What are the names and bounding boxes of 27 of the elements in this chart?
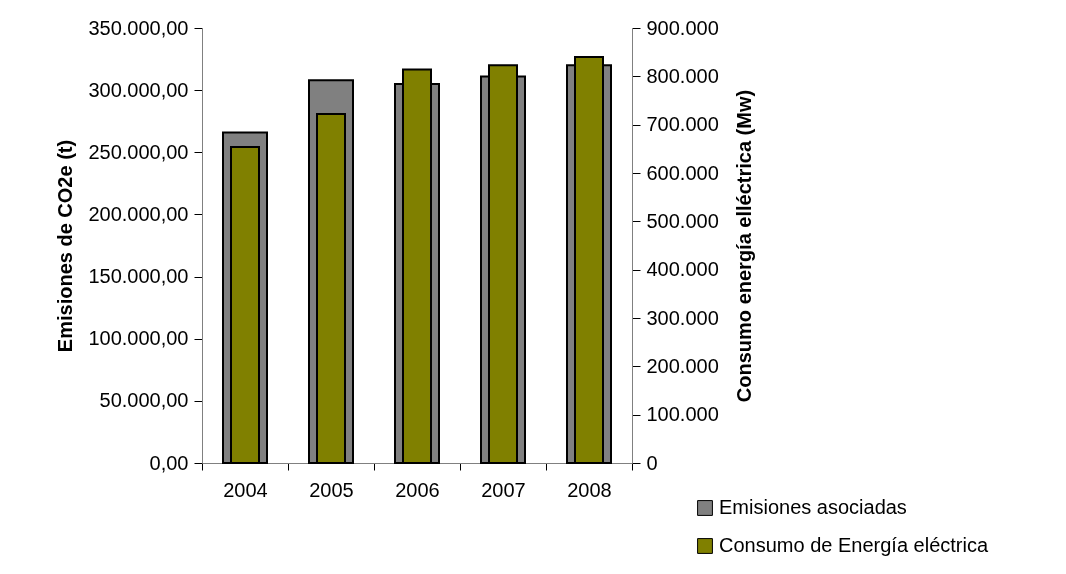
x-tick-label: 2007: [481, 478, 526, 501]
y2-tick-label: 700.000: [646, 113, 719, 136]
y2-tick-label: 500.000: [646, 209, 719, 232]
y2-tick-label: 200.000: [646, 354, 719, 377]
y2-tick-label: 0: [646, 451, 658, 474]
y-tick-label: 250.000,00: [88, 140, 189, 163]
x-tick-label: 2008: [567, 478, 612, 501]
legend-label: Emisiones asociadas: [719, 496, 907, 518]
y-tick-label: 0,00: [149, 451, 189, 474]
y2-tick-label: 600.000: [646, 161, 719, 184]
y2-tick-label: 400.000: [646, 258, 719, 281]
y2-axis-title: Consumo energía elléctrica (Mw): [732, 89, 755, 403]
y2-tick-label: 100.000: [646, 403, 719, 426]
y-axis-title: Emisiones de CO2e (t): [54, 139, 77, 353]
x-tick-label: 2005: [309, 478, 354, 501]
y2-tick-label: 800.000: [646, 64, 719, 87]
y-tick-label: 150.000,00: [88, 265, 189, 288]
y-tick-label: 50.000,00: [99, 389, 189, 412]
y-tick-label: 300.000,00: [88, 78, 189, 101]
y-tick-label: 200.000,00: [88, 202, 189, 225]
y2-tick-label: 300.000: [646, 306, 719, 329]
x-tick-label: 2006: [395, 478, 440, 501]
y2-tick-label: 900.000: [646, 16, 719, 39]
y-tick-label: 350.000,00: [88, 16, 189, 39]
legend-label: Consumo de Energía eléctrica: [719, 534, 989, 556]
y-tick-label: 100.000,00: [88, 327, 189, 350]
x-tick-label: 2004: [223, 478, 268, 501]
